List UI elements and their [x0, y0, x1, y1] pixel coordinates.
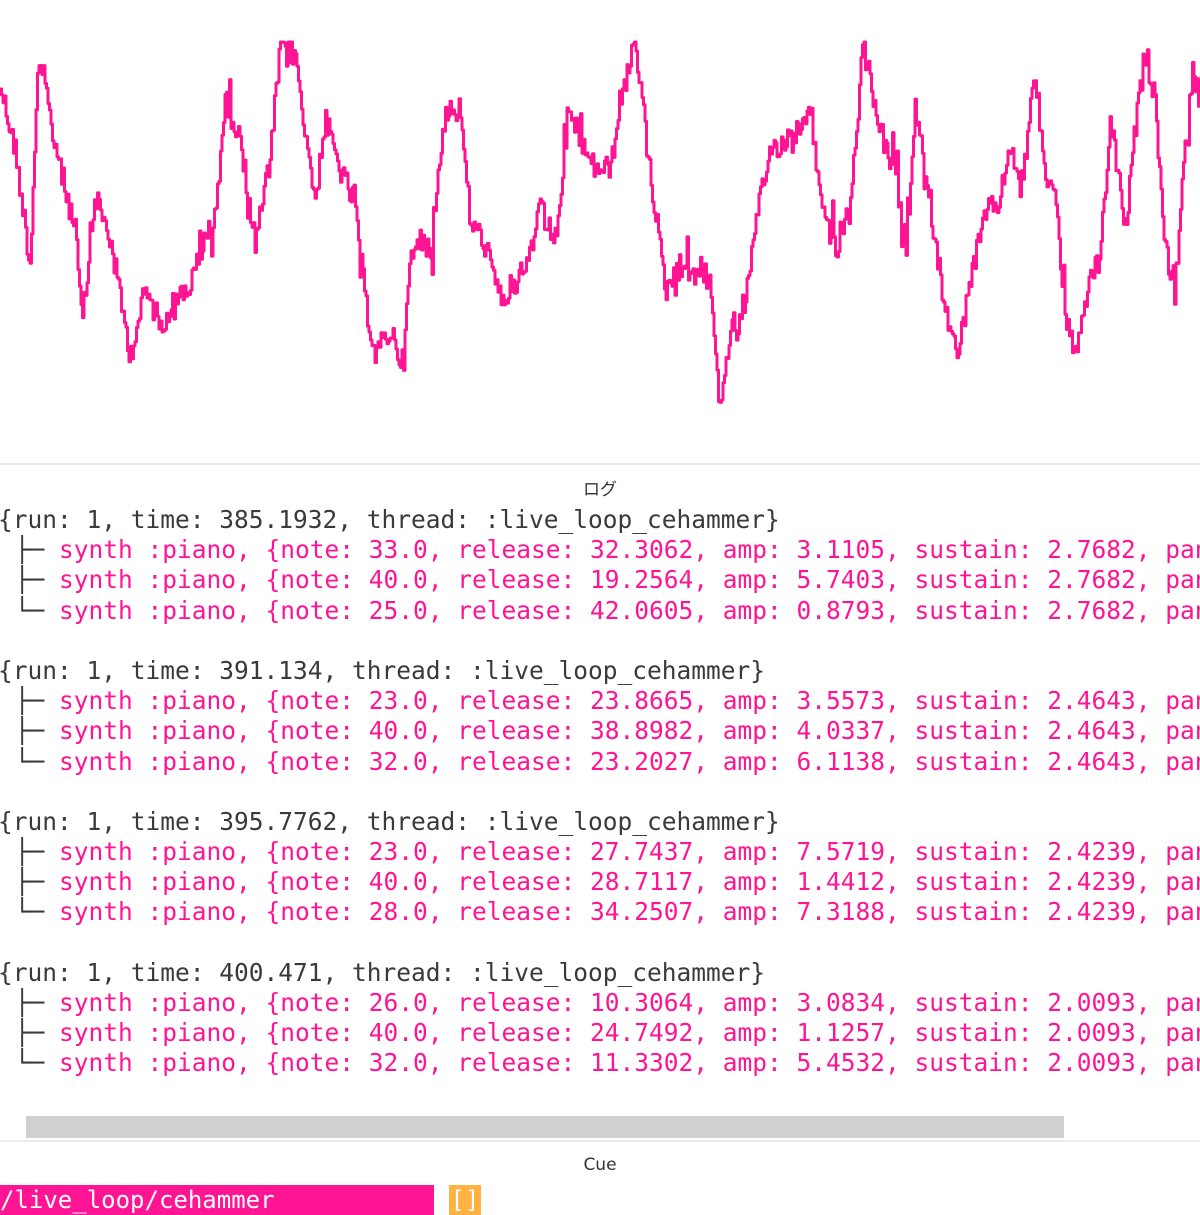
synth-call-text: synth :piano, {note: 40.0, release: 19.2…	[59, 565, 1200, 595]
synth-call-text: synth :piano, {note: 23.0, release: 27.7…	[59, 837, 1200, 867]
log-spacer	[0, 928, 1200, 958]
waveform-trace	[0, 40, 1200, 404]
log-entry-header: {run: 1, time: 391.134, thread: :live_lo…	[0, 655, 766, 685]
cue-value-label: []	[449, 1185, 481, 1215]
tree-branch-icon: └─	[0, 746, 60, 776]
log-synth-line: ├─ synth :piano, {note: 33.0, release: 3…	[0, 535, 1200, 565]
cue-panel-title: Cue	[583, 1155, 617, 1175]
scope-panel	[0, 0, 1200, 462]
log-synth-line: └─ synth :piano, {note: 32.0, release: 2…	[0, 747, 1200, 777]
scope-log-divider[interactable]	[0, 463, 1200, 465]
log-synth-line: └─ synth :piano, {note: 32.0, release: 1…	[0, 1048, 1200, 1078]
log-synth-line: ├─ synth :piano, {note: 26.0, release: 1…	[0, 988, 1200, 1018]
log-spacer	[0, 777, 1200, 807]
tree-branch-icon: └─	[0, 1048, 60, 1078]
synth-call-text: synth :piano, {note: 40.0, release: 28.7…	[59, 867, 1200, 897]
synth-call-text: synth :piano, {note: 25.0, release: 42.0…	[59, 595, 1200, 625]
log-synth-line: ├─ synth :piano, {note: 40.0, release: 2…	[0, 1018, 1200, 1048]
log-panel[interactable]: {run: 1, time: 385.1932, thread: :live_l…	[0, 505, 1200, 1105]
synth-call-text: synth :piano, {note: 32.0, release: 23.2…	[59, 746, 1200, 776]
tree-branch-icon: ├─	[0, 565, 60, 595]
log-horizontal-scrollbar[interactable]	[26, 1116, 1064, 1138]
synth-call-text: synth :piano, {note: 40.0, release: 24.7…	[59, 1018, 1200, 1048]
synth-call-text: synth :piano, {note: 28.0, release: 34.2…	[59, 897, 1200, 927]
tree-branch-icon: └─	[0, 595, 60, 625]
tree-branch-icon: ├─	[0, 837, 60, 867]
tree-branch-icon: ├─	[0, 716, 60, 746]
log-synth-line: ├─ synth :piano, {note: 40.0, release: 3…	[0, 716, 1200, 746]
log-synth-line: ├─ synth :piano, {note: 23.0, release: 2…	[0, 837, 1200, 867]
synth-call-text: synth :piano, {note: 26.0, release: 10.3…	[59, 988, 1200, 1017]
log-entry-header: {run: 1, time: 400.471, thread: :live_lo…	[0, 957, 766, 987]
tree-branch-icon: ├─	[0, 535, 60, 565]
tree-branch-icon: ├─	[0, 1018, 60, 1048]
log-entry-header: {run: 1, time: 395.7762, thread: :live_l…	[0, 806, 780, 836]
log-synth-line: └─ synth :piano, {note: 25.0, release: 4…	[0, 596, 1200, 626]
log-synth-line: ├─ synth :piano, {note: 40.0, release: 1…	[0, 565, 1200, 595]
log-synth-line: ├─ synth :piano, {note: 23.0, release: 2…	[0, 686, 1200, 716]
tree-branch-icon: ├─	[0, 686, 60, 716]
synth-call-text: synth :piano, {note: 32.0, release: 11.3…	[59, 1048, 1200, 1078]
log-spacer	[0, 626, 1200, 656]
log-synth-line: ├─ synth :piano, {note: 40.0, release: 2…	[0, 867, 1200, 897]
synth-call-text: synth :piano, {note: 23.0, release: 23.8…	[59, 686, 1200, 716]
log-entry-header: {run: 1, time: 385.1932, thread: :live_l…	[0, 505, 780, 534]
tree-branch-icon: └─	[0, 897, 60, 927]
log-cue-divider[interactable]	[0, 1140, 1200, 1142]
log-synth-line: └─ synth :piano, {note: 28.0, release: 3…	[0, 897, 1200, 927]
log-panel-title: ログ	[583, 480, 617, 500]
tree-branch-icon: ├─	[0, 867, 60, 897]
synth-call-text: synth :piano, {note: 40.0, release: 38.8…	[59, 716, 1200, 746]
cue-path-label: /live_loop/cehammer	[0, 1185, 434, 1215]
waveform-icon	[0, 40, 1200, 404]
tree-branch-icon: ├─	[0, 988, 60, 1017]
synth-call-text: synth :piano, {note: 33.0, release: 32.3…	[59, 535, 1200, 565]
